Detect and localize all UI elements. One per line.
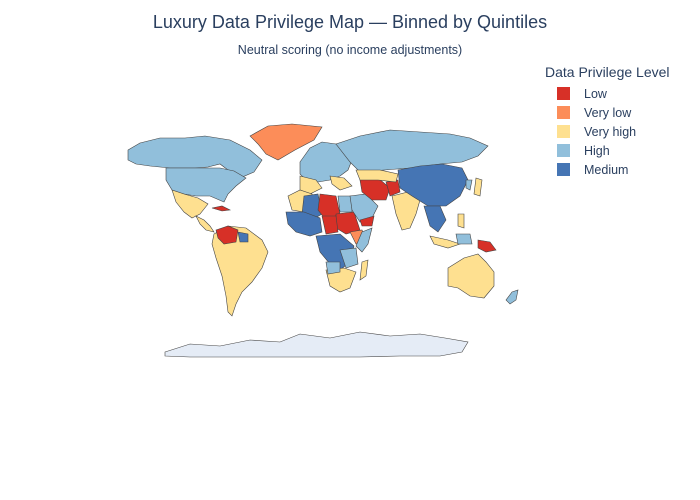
region-greenland[interactable] — [249, 123, 323, 161]
legend-swatch-medium — [557, 163, 570, 176]
region-southeast-asia[interactable] — [423, 205, 447, 233]
region-southern-europe[interactable] — [299, 175, 323, 195]
legend-swatch-low — [557, 87, 570, 100]
region-korea[interactable] — [465, 179, 473, 191]
legend-label: High — [584, 143, 610, 158]
legend-label: Very low — [584, 105, 632, 120]
legend-label: Medium — [584, 162, 629, 177]
legend-item-very-low[interactable]: Very low — [545, 103, 695, 122]
legend-swatch-very-low — [557, 106, 570, 119]
region-yemen[interactable] — [359, 215, 375, 227]
region-somalia[interactable] — [355, 227, 373, 253]
region-east-africa[interactable] — [339, 247, 359, 269]
map-subtitle: Neutral scoring (no income adjustments) — [237, 43, 463, 57]
legend-item-low[interactable]: Low — [545, 84, 695, 103]
region-new-zealand[interactable] — [505, 289, 519, 305]
region-madagascar[interactable] — [359, 259, 369, 281]
region-egypt[interactable] — [337, 195, 353, 213]
region-southern-africa[interactable] — [325, 267, 357, 293]
region-papua-new-guinea[interactable] — [477, 239, 497, 253]
region-philippines[interactable] — [457, 213, 465, 229]
region-japan[interactable] — [473, 177, 483, 197]
region-venezuela[interactable] — [215, 225, 239, 245]
region-chad[interactable] — [321, 215, 339, 235]
region-cuba[interactable] — [211, 205, 232, 212]
region-central-america[interactable] — [195, 215, 215, 233]
region-guianas[interactable] — [237, 231, 249, 243]
region-russia[interactable] — [335, 129, 489, 173]
legend-item-high[interactable]: High — [545, 141, 695, 160]
region-indonesia-east[interactable] — [455, 233, 473, 245]
legend-label: Very high — [584, 124, 637, 139]
region-west-africa[interactable] — [285, 211, 323, 237]
legend-swatch-very-high — [557, 125, 570, 138]
region-balkans[interactable] — [329, 175, 353, 191]
region-china[interactable] — [397, 163, 469, 207]
legend-label: Low — [584, 86, 607, 101]
legend-title: Data Privilege Level — [545, 64, 670, 80]
region-southern-africa-mid[interactable] — [325, 261, 341, 275]
legend: Data Privilege Level Low Very low Very h… — [545, 64, 695, 179]
region-antarctica[interactable] — [164, 331, 469, 358]
map-title: Luxury Data Privilege Map — Binned by Qu… — [152, 12, 548, 32]
legend-item-very-high[interactable]: Very high — [545, 122, 695, 141]
region-mexico[interactable] — [171, 189, 209, 219]
legend-swatch-high — [557, 144, 570, 157]
region-australia[interactable] — [447, 253, 495, 299]
legend-item-medium[interactable]: Medium — [545, 160, 695, 179]
region-central-asia[interactable] — [355, 169, 399, 183]
region-indonesia-west[interactable] — [429, 235, 461, 249]
region-south-america[interactable] — [211, 225, 269, 317]
